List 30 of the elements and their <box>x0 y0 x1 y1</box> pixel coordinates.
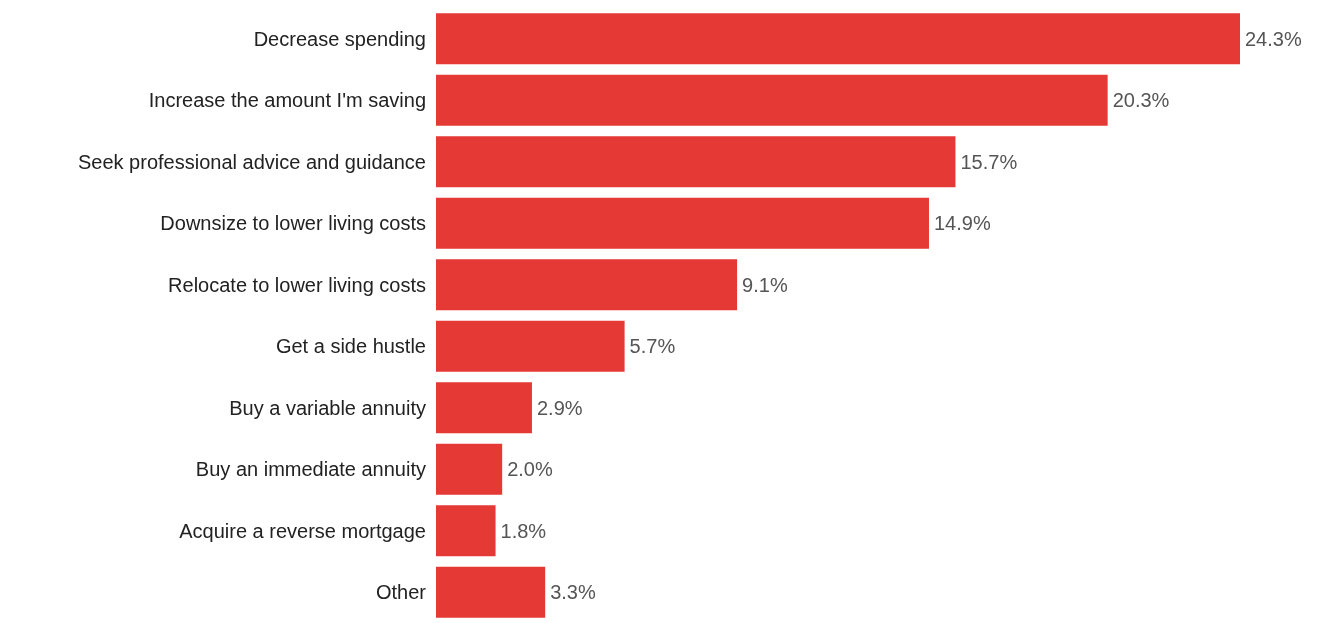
data-label: 1.8% <box>500 519 547 542</box>
bar <box>436 74 1108 126</box>
bar <box>436 382 532 434</box>
data-label: 20.3% <box>1112 89 1170 112</box>
bar <box>436 197 929 249</box>
data-label: 5.7% <box>629 335 676 358</box>
y-tick-label: Downsize to lower living costs <box>160 212 426 235</box>
y-tick-label: Get a side hustle <box>275 335 426 358</box>
y-tick-label: Other <box>375 581 427 604</box>
data-label: 2.0% <box>507 458 553 481</box>
data-label: 14.9% <box>933 212 991 235</box>
bar <box>436 136 956 188</box>
bar <box>436 13 1240 65</box>
y-tick-label: Seek professional advice and guidance <box>77 150 426 173</box>
y-tick-label: Relocate to lower living costs <box>168 273 426 296</box>
data-label: 3.3% <box>550 581 596 604</box>
data-label: 15.7% <box>960 150 1018 173</box>
bar <box>436 566 546 618</box>
data-label: 2.9% <box>536 396 583 419</box>
y-tick-label: Acquire a reverse mortgage <box>179 519 426 542</box>
y-tick-label: Decrease spending <box>253 27 426 50</box>
y-tick-label: Buy a variable annuity <box>229 396 426 419</box>
bar <box>436 259 738 311</box>
data-label: 24.3% <box>1245 27 1302 50</box>
bar <box>436 505 496 557</box>
data-label: 9.1% <box>742 273 788 296</box>
y-tick-label: Increase the amount I'm saving <box>148 89 426 112</box>
y-tick-label: Buy an immediate annuity <box>195 458 426 481</box>
bar <box>436 443 503 495</box>
bar <box>436 320 625 372</box>
